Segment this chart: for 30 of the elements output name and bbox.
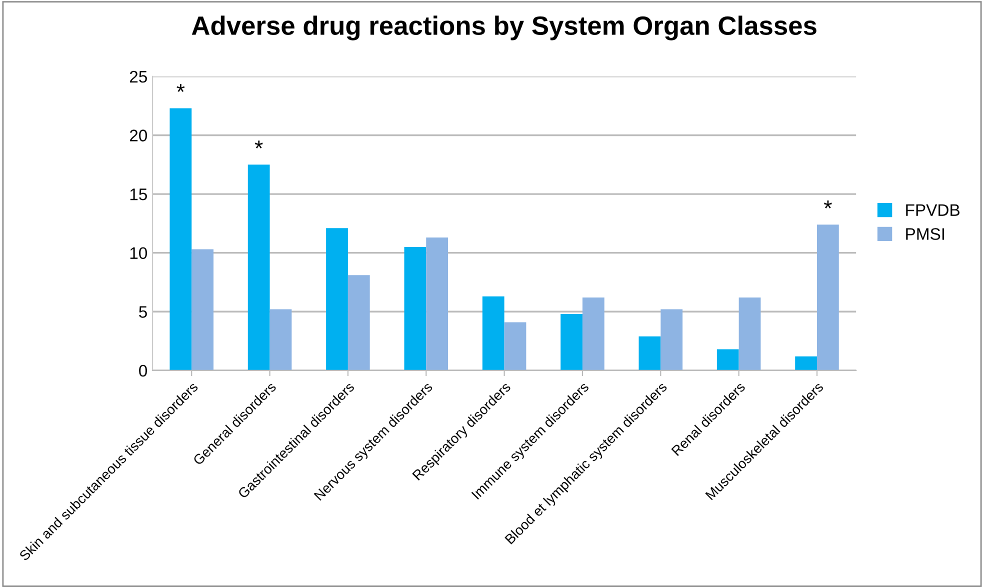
bar [560,314,582,370]
bar [582,298,604,370]
y-tick-label: 0 [139,364,148,377]
y-tick-label: 25 [130,70,147,83]
bar [482,296,504,370]
bar [248,164,270,370]
bar [795,356,817,370]
y-tick-label: 20 [130,130,148,142]
y-tick-label: 5 [139,306,147,318]
annotation: * [254,140,263,148]
bar [660,309,683,370]
legend-label: FPVDB [906,204,960,216]
bar [738,298,761,370]
bar [170,108,192,370]
bar [404,246,426,370]
bar [816,224,839,370]
legend-label: PMSI [906,228,944,240]
bar [504,322,526,370]
bar [426,238,448,370]
annotation: * [176,84,185,92]
annotation: * [824,200,832,208]
y-tick-label: 15 [130,188,147,200]
chart-title: Adverse drug reactions by System Organ Classes [192,16,816,40]
bar [638,336,661,370]
bar [192,249,214,370]
y-tick-label: 10 [130,247,148,260]
bar [326,228,348,370]
bar [270,309,292,370]
bar [716,349,739,370]
bar [348,275,370,370]
